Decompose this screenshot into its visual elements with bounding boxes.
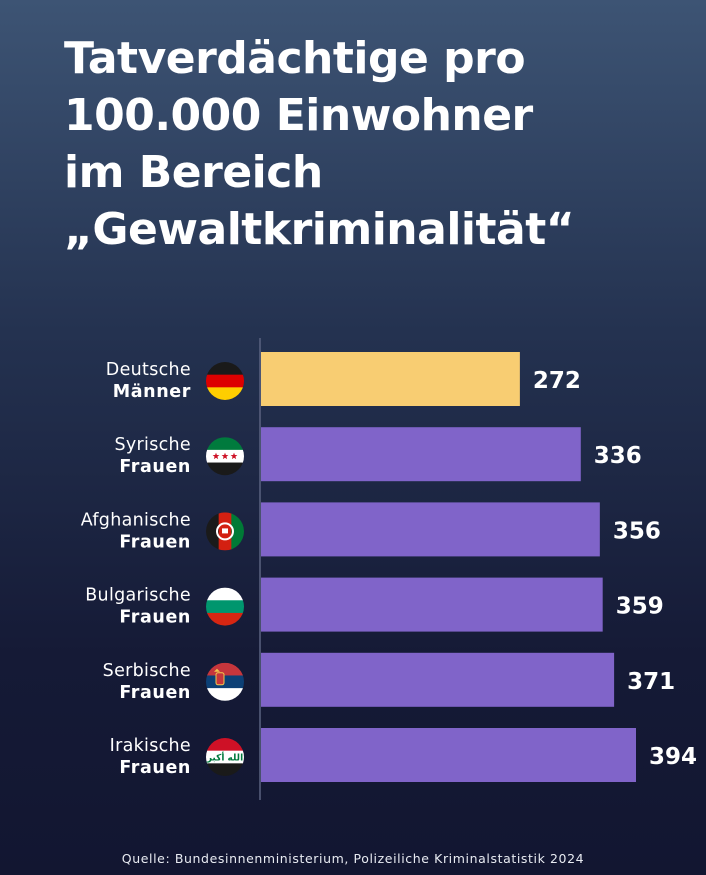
title-line: „Gewaltkriminalität“ bbox=[64, 204, 575, 255]
title-line: 100.000 Einwohner bbox=[64, 90, 533, 141]
iraq-flag-icon: الله أكبر bbox=[206, 738, 244, 776]
title-line: im Bereich bbox=[64, 147, 323, 198]
category-label: Afghanische bbox=[81, 510, 191, 530]
syria-flag-icon bbox=[206, 437, 244, 476]
source-note: Quelle: Bundesinnenministerium, Polizeil… bbox=[121, 851, 585, 866]
germany-flag-icon bbox=[206, 362, 244, 400]
category-label: Frauen bbox=[119, 457, 191, 477]
category-label: Serbische bbox=[103, 661, 191, 681]
category-label: Syrische bbox=[114, 435, 191, 455]
category-label: Männer bbox=[113, 382, 191, 402]
bulgaria-flag-icon bbox=[206, 587, 244, 626]
bar bbox=[261, 652, 615, 707]
category-label: Frauen bbox=[119, 683, 191, 703]
bar bbox=[261, 502, 600, 557]
data-label: 359 bbox=[616, 594, 664, 620]
category-label: Frauen bbox=[119, 532, 191, 552]
bar bbox=[261, 352, 520, 406]
category-label: Frauen bbox=[119, 608, 191, 628]
afghanistan-flag-icon bbox=[206, 512, 244, 551]
data-label: 356 bbox=[613, 518, 661, 544]
category-label: Deutsche bbox=[106, 360, 191, 380]
title-line: Tatverdächtige pro bbox=[64, 33, 526, 84]
data-label: 336 bbox=[594, 443, 642, 469]
svg-text:الله أكبر: الله أكبر bbox=[206, 752, 243, 764]
data-label: 371 bbox=[627, 669, 675, 695]
chart-title: Tatverdächtige pro 100.000 Einwohner im … bbox=[64, 30, 684, 258]
category-label: Frauen bbox=[119, 758, 191, 778]
data-label: 394 bbox=[649, 744, 697, 770]
category-label: Irakische bbox=[110, 736, 191, 756]
bar bbox=[261, 728, 636, 782]
bar bbox=[261, 577, 603, 632]
data-label: 272 bbox=[533, 368, 581, 394]
category-label: Bulgarische bbox=[85, 586, 191, 606]
serbia-flag-icon bbox=[206, 662, 244, 701]
bar bbox=[261, 427, 581, 482]
